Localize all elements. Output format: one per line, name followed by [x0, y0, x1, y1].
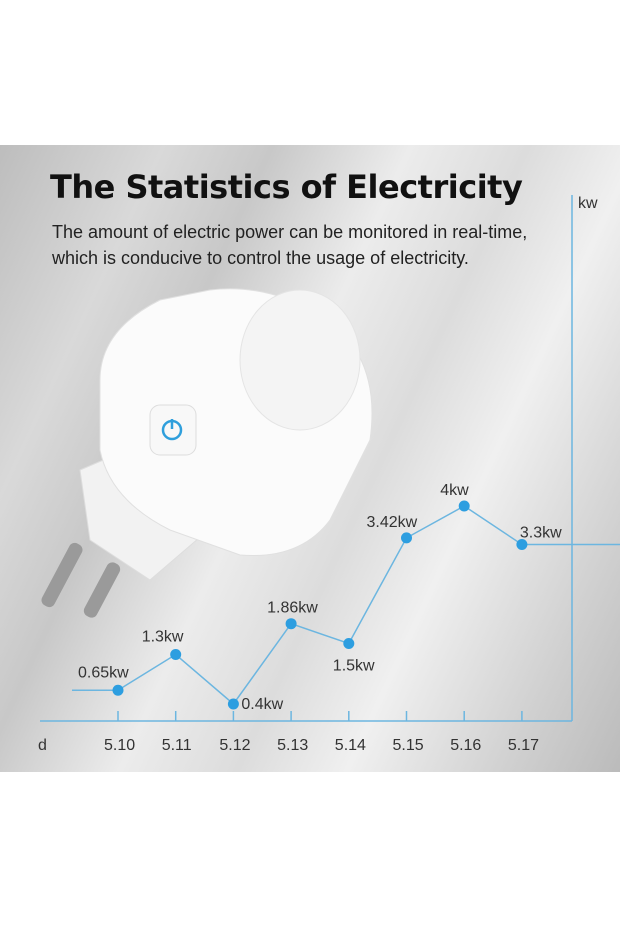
x-tick-label: 5.15	[393, 737, 424, 754]
data-point	[516, 539, 528, 550]
data-point	[285, 618, 297, 630]
data-label: 1.3kw	[142, 629, 184, 646]
subtitle-line-1: The amount of electric power can be moni…	[52, 222, 528, 242]
data-label: 1.5kw	[333, 658, 375, 675]
series-line	[72, 505, 620, 706]
x-tick-label: 5.11	[162, 737, 192, 754]
x-tick-label: 5.13	[277, 737, 308, 754]
data-label: 4kw	[440, 482, 469, 499]
x-axis-label: d	[38, 737, 47, 754]
x-tick-label: 5.10	[104, 737, 135, 754]
data-point	[170, 649, 182, 660]
x-tick-label: 5.17	[508, 737, 539, 754]
smart-plug-image	[41, 288, 373, 618]
subtitle-line-2: which is conducive to control the usage …	[52, 248, 469, 268]
power-button	[149, 404, 197, 456]
data-label: 3.42kw	[367, 514, 418, 531]
x-tick-label: 5.14	[335, 737, 366, 754]
data-label: 0.4kw	[241, 696, 283, 713]
data-point	[227, 698, 239, 710]
data-point	[458, 500, 470, 512]
data-point	[343, 638, 355, 649]
x-tick-label: 5.16	[450, 737, 481, 754]
data-label: 0.65kw	[78, 664, 129, 681]
x-tick-label: 5.12	[219, 737, 250, 754]
y-axis-label: kw	[578, 195, 598, 212]
page-title: The Statistics of Electricity	[50, 168, 523, 206]
data-point	[112, 684, 124, 696]
data-label: 3.3kw	[520, 525, 562, 542]
data-point	[401, 532, 412, 544]
data-label: 1.86kw	[267, 600, 318, 617]
